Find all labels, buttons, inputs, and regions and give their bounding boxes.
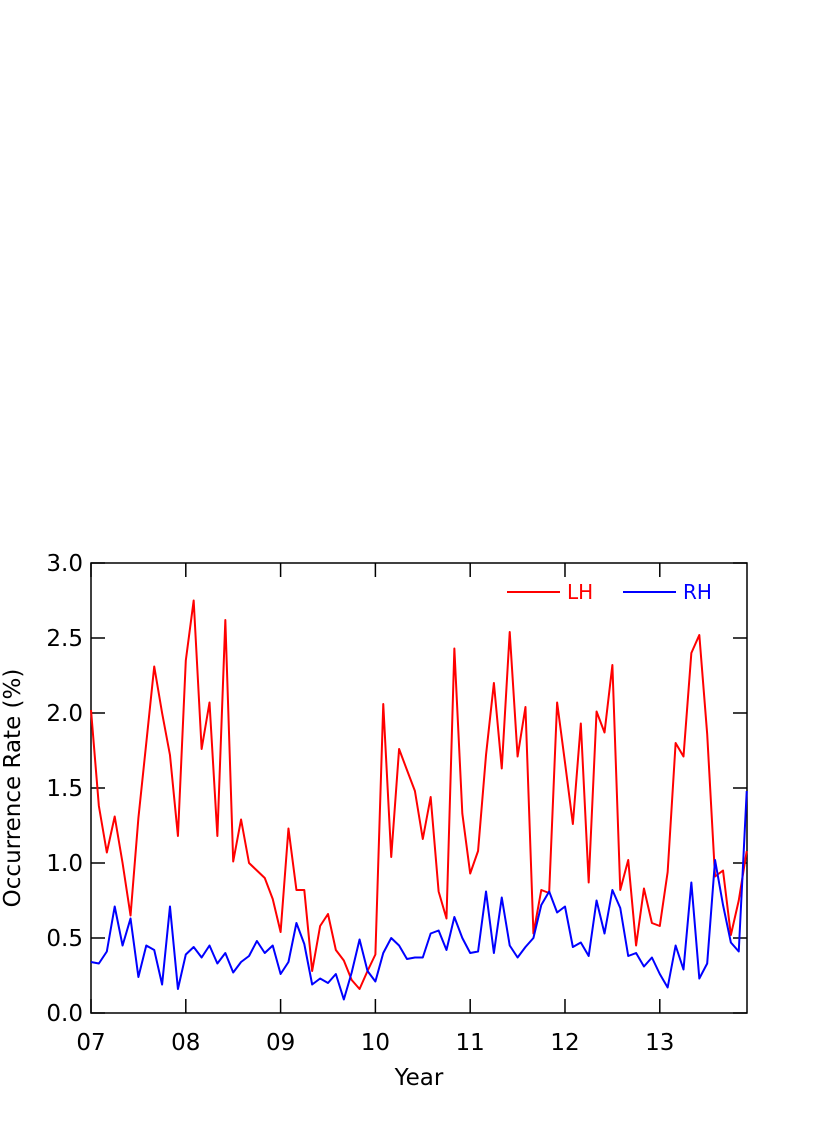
legend-label: LH (567, 580, 593, 604)
data-line (90, 599, 748, 990)
x-axis-label: Year (394, 1065, 444, 1091)
y-tick-label: 2.0 (46, 701, 83, 727)
x-tick-label: 11 (456, 1030, 485, 1056)
y-tick-label: 3.0 (46, 551, 83, 577)
y-tick-label: 0.5 (46, 926, 83, 952)
x-tick-label: 10 (361, 1030, 390, 1056)
x-tick-label: 12 (550, 1030, 579, 1056)
y-tick-label: 1.5 (46, 776, 83, 802)
legend-label: RH (683, 580, 712, 604)
y-axis-label: Occurrence Rate (%) (0, 669, 26, 908)
x-tick-label: 08 (171, 1030, 200, 1056)
y-tick-label: 2.5 (46, 626, 83, 652)
x-tick-label: 07 (76, 1030, 105, 1056)
x-tick-label: 13 (645, 1030, 674, 1056)
x-tick-label: 09 (266, 1030, 295, 1056)
y-tick-label: 0.0 (46, 1001, 83, 1027)
y-tick-label: 1.0 (46, 851, 83, 877)
data-line (90, 790, 748, 1001)
